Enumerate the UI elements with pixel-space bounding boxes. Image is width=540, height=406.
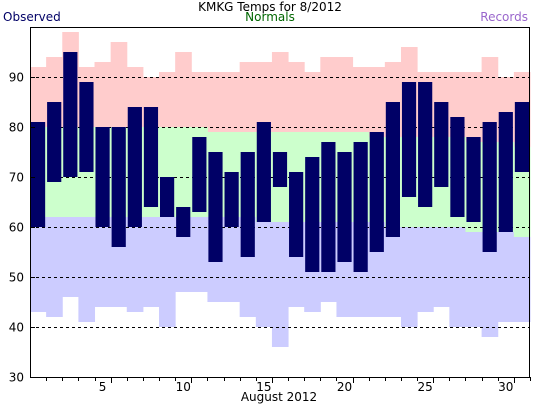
observed-bar-day-26	[434, 102, 449, 187]
observed-bar-day-28	[466, 137, 481, 222]
record-high-bar-day-14	[239, 62, 257, 132]
observed-bar-day-2	[47, 102, 62, 182]
record-high-bar-day-5	[94, 62, 112, 127]
observed-bar-day-1	[30, 122, 46, 227]
record-low-bar-day-7	[126, 217, 144, 312]
observed-bar-day-6	[111, 127, 126, 247]
axes: 30 40 50 60 70 80 90 5 10 15 20 25 30	[9, 27, 531, 394]
observed-bar-day-27	[450, 117, 465, 217]
record-high-bar-day-16	[271, 52, 289, 132]
record-high-bar-day-18	[304, 72, 321, 132]
record-high-bar-day-9	[159, 72, 176, 127]
observed-bar-day-10	[176, 207, 191, 237]
x-tick-label-10: 10	[176, 380, 191, 394]
observed-bar-day-30	[498, 112, 513, 232]
record-low-bar-day-4	[78, 217, 96, 322]
y-tick-label-80: 80	[9, 121, 24, 135]
record-high-bar-day-13	[223, 72, 241, 132]
x-tick-label-5: 5	[99, 380, 107, 394]
observed-bar-day-7	[127, 107, 142, 227]
plot-frame	[30, 27, 530, 378]
record-low-bar-day-28	[465, 232, 483, 327]
record-low-bar-day-3	[62, 217, 79, 297]
record-high-bar-day-15	[255, 62, 273, 132]
x-axis-label: August 2012	[241, 390, 317, 404]
record-high-bar-day-22	[368, 67, 386, 137]
record-low-bar-day-25	[417, 227, 434, 312]
record-low-bar-day-23	[384, 227, 402, 317]
observed-bar-day-29	[482, 122, 497, 252]
x-tick-label-25: 25	[418, 380, 433, 394]
record-high-bar-day-1	[30, 67, 47, 127]
x-tick-label-30: 30	[498, 380, 513, 394]
observed-bar-day-31	[514, 102, 530, 172]
observed-bar-day-25	[418, 82, 433, 207]
record-low-bar-day-2	[46, 217, 63, 317]
observed-bar-day-11	[192, 137, 207, 212]
record-high-bar-day-20	[336, 57, 354, 132]
record-low-bar-day-29	[481, 232, 499, 337]
record-low-bars	[30, 217, 531, 347]
record-low-bar-day-8	[142, 217, 160, 307]
y-tick-label-90: 90	[9, 71, 24, 85]
x-tick-label-20: 20	[337, 380, 352, 394]
record-high-bar-day-10	[175, 52, 192, 127]
record-low-bar-day-31	[513, 237, 531, 322]
observed-bar-day-16	[272, 152, 288, 187]
record-high-bar-day-6	[110, 42, 128, 127]
y-tick-label-60: 60	[9, 221, 24, 235]
record-low-bar-day-26	[433, 227, 450, 307]
record-low-bar-day-5	[94, 217, 112, 307]
y-tick-label-30: 30	[9, 371, 24, 385]
chart-title: KMKG Temps for 8/2012	[198, 0, 342, 14]
observed-bar-day-22	[369, 132, 384, 252]
observed-bar-day-18	[305, 157, 320, 272]
legend-records: Records	[480, 10, 528, 24]
observed-bar-day-4	[79, 82, 94, 172]
record-high-bar-day-29	[481, 57, 499, 142]
record-high-bar-day-11	[191, 72, 208, 127]
record-low-bar-day-1	[30, 217, 47, 312]
record-low-bar-day-15	[255, 222, 273, 327]
legend-observed: Observed	[3, 10, 61, 24]
observed-bar-day-8	[143, 107, 159, 207]
record-low-bar-day-13	[223, 217, 241, 302]
record-high-bar-day-17	[288, 62, 305, 132]
record-low-bar-day-9	[159, 217, 176, 327]
legend-normals: Normals	[245, 10, 295, 24]
observed-bar-day-14	[240, 152, 255, 257]
observed-bar-day-20	[337, 152, 352, 262]
record-high-bar-day-12	[207, 72, 225, 132]
observed-bar-day-19	[321, 142, 336, 272]
record-low-bar-day-11	[191, 217, 208, 292]
observed-bar-day-5	[95, 127, 110, 227]
x-tick-label-15: 15	[256, 380, 271, 394]
observed-bar-day-24	[401, 82, 417, 197]
y-tick-label-70: 70	[9, 171, 24, 185]
record-high-bar-day-19	[320, 57, 337, 132]
observed-bar-day-9	[160, 177, 175, 217]
observed-bar-day-12	[208, 152, 223, 262]
y-tick-label-40: 40	[9, 321, 24, 335]
record-high-bar-day-21	[352, 67, 370, 132]
observed-bar-day-17	[289, 172, 304, 257]
observed-bars	[30, 52, 530, 272]
record-high-bar-day-28	[465, 72, 483, 142]
observed-bar-day-23	[385, 102, 400, 237]
observed-bar-day-13	[224, 172, 239, 227]
record-low-bar-day-16	[271, 222, 289, 347]
y-tick-label-50: 50	[9, 271, 24, 285]
observed-bar-day-3	[63, 52, 78, 177]
observed-bar-day-21	[353, 142, 368, 272]
observed-bar-day-15	[256, 122, 271, 222]
normal-bar-day-10	[175, 127, 192, 217]
